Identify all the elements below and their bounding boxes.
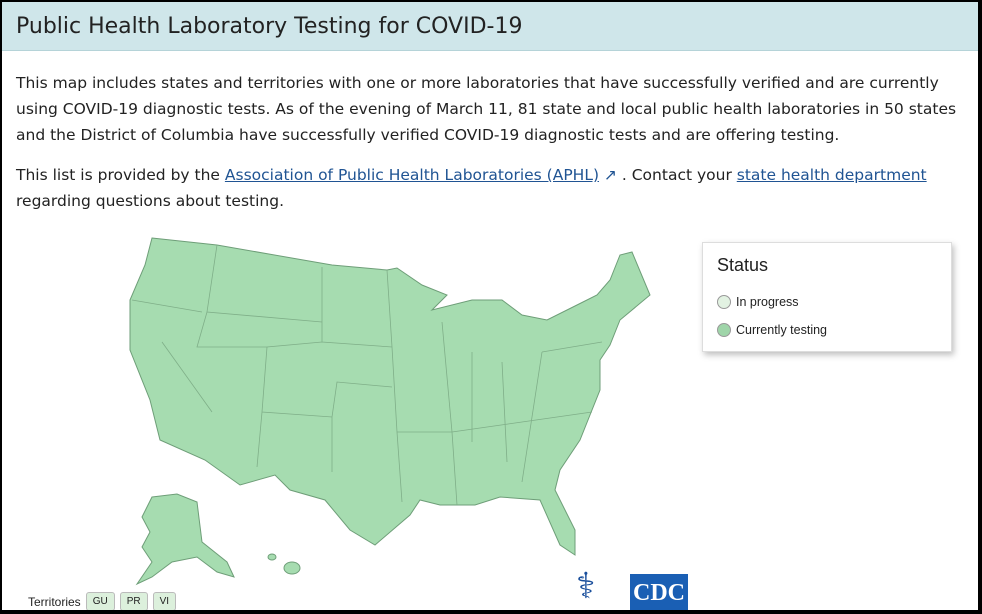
source-text: This list is provided by the Association… xyxy=(16,162,966,214)
cdc-logo: CDC xyxy=(630,574,688,610)
legend-label: Currently testing xyxy=(736,323,828,337)
map-hawaii[interactable] xyxy=(267,553,277,561)
legend-title: Status xyxy=(717,255,769,275)
map-contiguous-states[interactable] xyxy=(129,237,651,556)
map-alaska[interactable] xyxy=(135,493,235,586)
state-health-department-link[interactable]: state health department xyxy=(736,166,927,184)
page-title: Public Health Laboratory Testing for COV… xyxy=(2,2,978,51)
text: This list is provided by the xyxy=(16,166,225,184)
text: regarding questions about testing. xyxy=(16,192,285,210)
aphl-link[interactable]: Association of Public Health Laboratorie… xyxy=(224,166,600,184)
intro-text: This map includes states and territories… xyxy=(16,74,957,144)
territories: Territories GU PR VI xyxy=(28,592,177,610)
territory-gu-button[interactable]: GU xyxy=(85,592,115,610)
legend-swatch-icon xyxy=(717,323,731,337)
text: . Contact your xyxy=(616,166,737,184)
legend-item-currently-testing[interactable]: Currently testing xyxy=(717,323,827,337)
legend: Status In progress Currently testing xyxy=(702,242,952,352)
territories-label: Territories xyxy=(28,594,81,609)
hhs-eagle-logo: ⚕ xyxy=(576,566,596,607)
map-hawaii[interactable] xyxy=(283,561,301,575)
legend-item-in-progress[interactable]: In progress xyxy=(717,295,799,309)
territory-vi-button[interactable]: VI xyxy=(152,592,177,610)
legend-swatch-icon xyxy=(717,295,731,309)
external-link-icon: ↗ xyxy=(603,166,617,184)
territory-pr-button[interactable]: PR xyxy=(119,592,148,610)
legend-label: In progress xyxy=(736,295,799,309)
state-borders xyxy=(131,244,603,506)
